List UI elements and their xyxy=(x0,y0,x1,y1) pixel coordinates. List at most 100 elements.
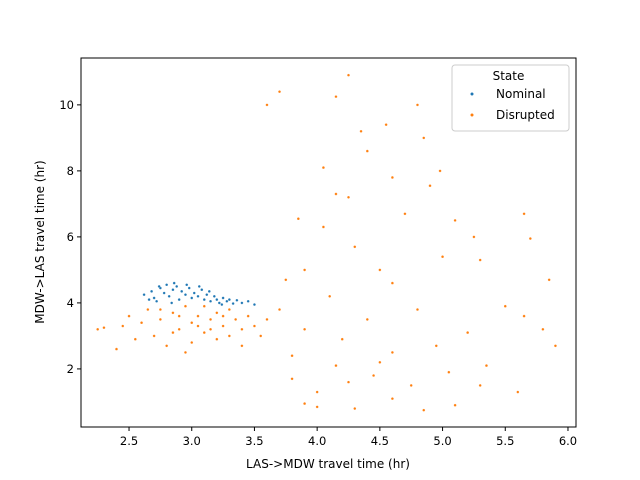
point xyxy=(365,149,369,153)
point xyxy=(278,90,281,94)
point xyxy=(155,299,159,303)
point xyxy=(453,218,457,222)
point xyxy=(478,384,482,387)
point xyxy=(175,284,179,288)
point xyxy=(170,301,174,305)
point xyxy=(220,303,224,306)
point xyxy=(390,281,394,285)
point xyxy=(315,390,319,394)
point xyxy=(334,95,338,99)
x-tick-label: 2.5 xyxy=(120,434,138,448)
point xyxy=(184,293,187,297)
x-tick-label: 4.5 xyxy=(371,434,389,448)
point xyxy=(202,304,206,308)
point xyxy=(185,283,189,287)
point xyxy=(152,334,156,338)
point xyxy=(157,284,161,288)
x-tick-label: 5.0 xyxy=(433,434,451,448)
point xyxy=(253,324,256,328)
point xyxy=(528,237,532,240)
point xyxy=(205,293,209,297)
point xyxy=(147,298,151,301)
point xyxy=(142,293,146,297)
point xyxy=(334,192,338,196)
point xyxy=(378,268,382,272)
point xyxy=(162,291,166,295)
point xyxy=(231,302,235,305)
point xyxy=(416,308,419,311)
legend-title: State xyxy=(493,69,525,83)
point xyxy=(503,304,507,308)
point xyxy=(422,136,426,140)
point xyxy=(290,354,294,358)
x-tick-label: 4.0 xyxy=(308,434,326,448)
point xyxy=(554,344,557,348)
point xyxy=(296,217,300,221)
point xyxy=(197,284,201,288)
point xyxy=(215,311,219,315)
point xyxy=(253,303,256,306)
point xyxy=(322,225,325,229)
point xyxy=(246,299,250,303)
y-tick-label: 4 xyxy=(67,296,74,310)
point xyxy=(384,123,388,127)
point xyxy=(522,212,526,216)
point xyxy=(240,301,244,305)
point xyxy=(541,327,545,331)
point xyxy=(416,103,419,107)
point xyxy=(246,314,250,318)
point xyxy=(190,296,194,300)
y-tick-label: 10 xyxy=(59,98,74,112)
point xyxy=(485,364,488,368)
x-axis-label: LAS->MDW travel time (hr) xyxy=(246,457,410,471)
point xyxy=(202,298,206,301)
point xyxy=(227,298,231,301)
point xyxy=(167,294,171,298)
point xyxy=(303,327,307,331)
point xyxy=(165,283,169,287)
point xyxy=(133,337,137,341)
point xyxy=(447,370,451,374)
point xyxy=(209,318,212,321)
point xyxy=(372,374,375,377)
point xyxy=(265,103,269,107)
y-tick-label: 6 xyxy=(67,230,74,244)
point xyxy=(278,308,281,311)
point xyxy=(466,331,470,335)
point xyxy=(340,337,344,341)
point xyxy=(390,176,394,179)
point xyxy=(240,327,244,331)
point xyxy=(390,397,394,401)
point xyxy=(184,304,187,308)
point xyxy=(158,318,162,321)
legend-box xyxy=(451,64,570,132)
point xyxy=(259,334,263,338)
point xyxy=(347,195,350,199)
point xyxy=(209,299,212,303)
point xyxy=(225,299,229,303)
point xyxy=(290,377,294,381)
legend-marker xyxy=(470,92,474,96)
point xyxy=(215,298,219,301)
point xyxy=(221,324,225,328)
point xyxy=(221,296,225,300)
point xyxy=(359,129,363,133)
point xyxy=(353,245,357,249)
point xyxy=(265,318,269,321)
point xyxy=(190,321,194,325)
y-axis-label: MDW->LAS travel time (hr) xyxy=(33,160,47,323)
x-tick-label: 6.0 xyxy=(559,434,577,448)
point xyxy=(202,331,206,335)
point xyxy=(409,384,413,387)
point xyxy=(171,331,175,335)
point xyxy=(478,258,482,262)
point xyxy=(422,408,426,412)
point xyxy=(334,364,338,368)
point xyxy=(177,298,181,301)
point xyxy=(303,402,307,405)
point xyxy=(522,314,526,318)
point xyxy=(158,308,162,311)
point xyxy=(196,324,200,328)
point xyxy=(102,326,106,330)
